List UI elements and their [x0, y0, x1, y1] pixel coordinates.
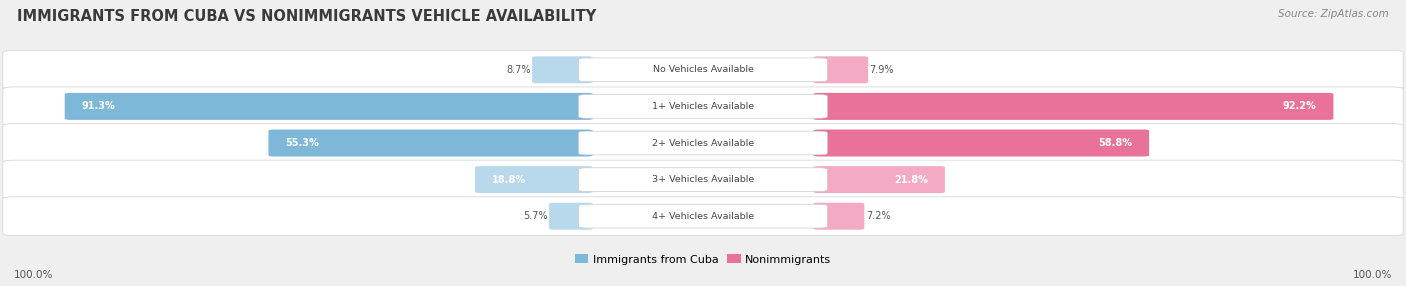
FancyBboxPatch shape [579, 131, 827, 155]
Text: 4+ Vehicles Available: 4+ Vehicles Available [652, 212, 754, 221]
Text: 58.8%: 58.8% [1098, 138, 1132, 148]
Text: IMMIGRANTS FROM CUBA VS NONIMMIGRANTS VEHICLE AVAILABILITY: IMMIGRANTS FROM CUBA VS NONIMMIGRANTS VE… [17, 9, 596, 23]
FancyBboxPatch shape [550, 203, 593, 230]
FancyBboxPatch shape [579, 95, 827, 118]
Text: 21.8%: 21.8% [894, 175, 928, 184]
Text: 1+ Vehicles Available: 1+ Vehicles Available [652, 102, 754, 111]
Text: 8.7%: 8.7% [506, 65, 530, 75]
FancyBboxPatch shape [3, 87, 1403, 126]
Legend: Immigrants from Cuba, Nonimmigrants: Immigrants from Cuba, Nonimmigrants [571, 250, 835, 269]
FancyBboxPatch shape [3, 197, 1403, 236]
FancyBboxPatch shape [813, 166, 945, 193]
FancyBboxPatch shape [269, 130, 593, 156]
FancyBboxPatch shape [3, 124, 1403, 162]
Text: 2+ Vehicles Available: 2+ Vehicles Available [652, 138, 754, 148]
FancyBboxPatch shape [3, 160, 1403, 199]
Text: Source: ZipAtlas.com: Source: ZipAtlas.com [1278, 9, 1389, 19]
Text: 100.0%: 100.0% [14, 270, 53, 279]
Text: 7.2%: 7.2% [866, 211, 890, 221]
FancyBboxPatch shape [579, 204, 827, 228]
Text: 91.3%: 91.3% [82, 102, 115, 111]
Text: 18.8%: 18.8% [492, 175, 526, 184]
Text: 55.3%: 55.3% [285, 138, 319, 148]
Text: 7.9%: 7.9% [870, 65, 894, 75]
FancyBboxPatch shape [813, 56, 869, 83]
Text: 5.7%: 5.7% [523, 211, 548, 221]
FancyBboxPatch shape [813, 203, 865, 230]
FancyBboxPatch shape [813, 93, 1333, 120]
FancyBboxPatch shape [3, 50, 1403, 89]
Text: 100.0%: 100.0% [1353, 270, 1392, 279]
Text: No Vehicles Available: No Vehicles Available [652, 65, 754, 74]
FancyBboxPatch shape [65, 93, 593, 120]
FancyBboxPatch shape [579, 58, 827, 82]
FancyBboxPatch shape [579, 168, 827, 191]
Text: 92.2%: 92.2% [1282, 102, 1316, 111]
FancyBboxPatch shape [813, 130, 1149, 156]
FancyBboxPatch shape [531, 56, 593, 83]
Text: 3+ Vehicles Available: 3+ Vehicles Available [652, 175, 754, 184]
FancyBboxPatch shape [475, 166, 593, 193]
